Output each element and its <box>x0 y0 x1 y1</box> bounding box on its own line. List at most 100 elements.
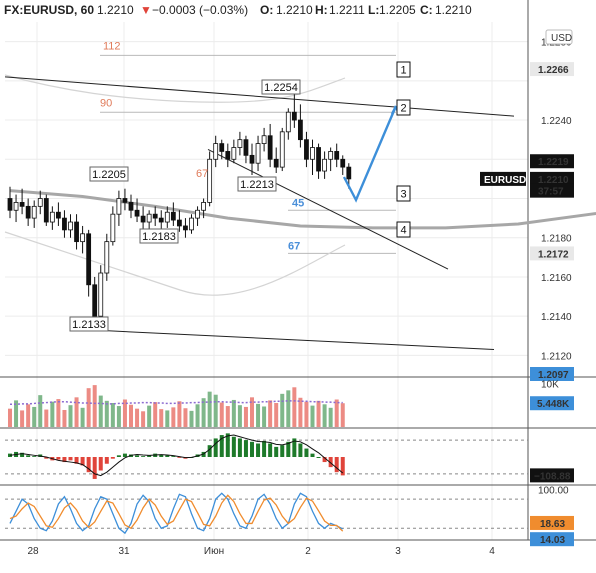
price-badge-text: 1.2219 <box>538 157 569 168</box>
projection-arrow <box>342 105 398 203</box>
candle[interactable] <box>122 188 128 211</box>
header-change: −0.0003 (−0.03%) <box>152 3 248 17</box>
candle-body <box>237 139 243 148</box>
candle[interactable] <box>249 143 255 175</box>
callout-text: 1.2213 <box>240 179 274 191</box>
candle[interactable] <box>316 143 321 179</box>
candle[interactable] <box>285 108 291 140</box>
candle[interactable] <box>201 198 207 219</box>
candle[interactable] <box>134 198 140 223</box>
candle-body <box>273 158 279 168</box>
volume-bar <box>86 388 91 427</box>
candle[interactable] <box>267 123 273 168</box>
volume-ma-line <box>10 400 343 406</box>
candle[interactable] <box>140 206 146 230</box>
candle[interactable] <box>7 186 13 219</box>
candle[interactable] <box>304 131 309 168</box>
candle[interactable] <box>170 202 176 226</box>
candle[interactable] <box>243 135 249 164</box>
candle-body <box>13 202 19 211</box>
stoch-k-line <box>9 492 344 535</box>
candle[interactable] <box>80 225 85 254</box>
price-badge-bg <box>530 62 574 77</box>
candle[interactable] <box>43 194 49 226</box>
candle[interactable] <box>37 190 43 215</box>
candle-body <box>128 202 134 211</box>
wave-channel-line <box>207 149 449 270</box>
volume-bar <box>250 397 254 427</box>
candle[interactable] <box>340 155 346 175</box>
volume-bar <box>135 408 140 427</box>
candle[interactable] <box>164 206 170 228</box>
candle[interactable] <box>195 206 200 226</box>
osc-bar <box>262 440 267 457</box>
candle[interactable] <box>219 139 225 160</box>
candle[interactable] <box>74 214 79 250</box>
candle-body <box>213 143 219 160</box>
candle[interactable] <box>225 143 231 168</box>
osc-bar <box>286 441 291 457</box>
volume-bar <box>286 390 291 427</box>
candle[interactable] <box>279 127 285 172</box>
callout-box <box>139 228 179 244</box>
osc-bar <box>92 457 97 479</box>
candle[interactable] <box>176 210 182 232</box>
fib-label-45: 45 <box>292 197 304 209</box>
candle[interactable] <box>231 139 237 164</box>
candle[interactable] <box>297 104 303 148</box>
candle[interactable] <box>86 229 92 297</box>
candle[interactable] <box>19 188 25 215</box>
wave-number: 2 <box>400 103 406 115</box>
candle[interactable] <box>261 127 267 152</box>
callout-text: 1.2205 <box>92 169 126 181</box>
candle[interactable] <box>68 214 73 238</box>
candle[interactable] <box>31 200 37 228</box>
candle[interactable] <box>128 194 134 219</box>
candle[interactable] <box>56 202 61 226</box>
candle[interactable] <box>255 135 261 172</box>
candle[interactable] <box>322 151 328 179</box>
volume-bar <box>80 407 85 427</box>
stoch-d-line <box>9 494 344 532</box>
osc-bar <box>135 455 140 457</box>
symbol-tag: EURUSD <box>484 175 526 186</box>
volume-bar <box>292 387 297 427</box>
candle[interactable] <box>273 147 279 174</box>
candle[interactable] <box>25 198 31 226</box>
volume-bar <box>219 402 224 427</box>
candle[interactable] <box>158 210 164 232</box>
price-badge-bg <box>530 183 574 198</box>
candle[interactable] <box>110 206 116 246</box>
candle[interactable] <box>328 147 334 172</box>
candle[interactable] <box>183 218 188 238</box>
candle[interactable] <box>98 265 104 325</box>
candle-body <box>183 225 188 231</box>
candle[interactable] <box>13 194 19 223</box>
currency-badge <box>545 29 573 45</box>
volume-bar <box>50 401 55 427</box>
candle-body <box>201 202 207 211</box>
fib-label-90: 90 <box>100 97 112 109</box>
candle-body <box>225 151 231 160</box>
candle[interactable] <box>146 210 152 230</box>
candle-body <box>207 158 213 203</box>
candle[interactable] <box>152 206 158 226</box>
candle[interactable] <box>291 92 297 128</box>
candle[interactable] <box>213 135 219 168</box>
candle[interactable] <box>104 233 110 281</box>
candle-body <box>19 202 25 207</box>
candle[interactable] <box>116 190 122 226</box>
candle-body <box>7 198 13 211</box>
candle[interactable] <box>207 151 213 207</box>
volume-bar <box>20 410 25 427</box>
time-axis-label: 2 <box>305 546 311 557</box>
candle[interactable] <box>334 143 340 168</box>
candle[interactable] <box>189 214 194 234</box>
candle[interactable] <box>310 139 315 175</box>
candle[interactable] <box>237 131 243 156</box>
candle[interactable] <box>49 206 55 230</box>
price-callout: 1.2183 <box>139 228 179 244</box>
candle-body <box>31 205 37 219</box>
candle[interactable] <box>62 210 67 238</box>
